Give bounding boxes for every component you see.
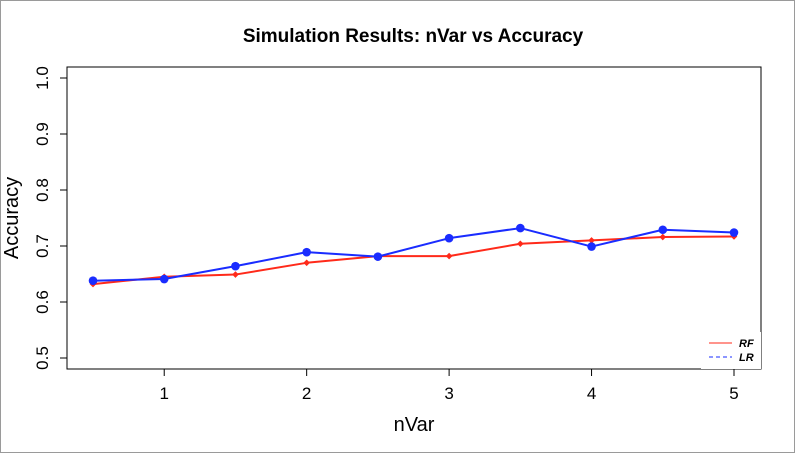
- legend-lr-label: LR: [739, 352, 754, 364]
- series-lr-point: [729, 228, 739, 237]
- series-lr-point: [658, 225, 668, 235]
- y-tick-label: 0.6: [33, 290, 52, 314]
- x-tick-label: 5: [729, 384, 738, 403]
- x-axis: 1 2 3 4 5: [159, 369, 739, 403]
- chart-title: Simulation Results: nVar vs Accuracy: [243, 26, 584, 47]
- legend-rf-label: RF: [739, 338, 754, 350]
- series-lr-point: [516, 223, 525, 233]
- x-tick-label: 1: [159, 384, 168, 403]
- y-axis: 0.5 0.6 0.7 0.8 0.9 1.0: [33, 66, 67, 370]
- series-rf-point: [517, 240, 524, 248]
- y-tick-label: 0.7: [33, 234, 52, 258]
- series-lr-point: [88, 276, 98, 286]
- series-rf-point: [588, 237, 595, 244]
- series-lr-point: [373, 252, 383, 261]
- x-tick-label: 2: [302, 384, 311, 403]
- legend: RF LR: [701, 332, 761, 369]
- series-lr-point: [444, 233, 454, 243]
- series-lr-point: [231, 261, 240, 271]
- series-rf-point: [445, 252, 453, 260]
- series-layer: [88, 223, 739, 288]
- series-lr-line: [92, 227, 735, 282]
- series-rf-point: [303, 259, 310, 267]
- series-rf-line: [92, 235, 735, 286]
- series-rf-point: [659, 233, 667, 241]
- y-tick-label: 0.9: [33, 122, 52, 146]
- y-tick-label: 1.0: [33, 66, 52, 90]
- legend-box: [701, 332, 761, 369]
- series-lr-point: [159, 274, 169, 284]
- x-axis-label: nVar: [394, 414, 435, 436]
- series-rf: [89, 233, 738, 288]
- x-tick-label: 4: [587, 384, 596, 403]
- series-lr-point: [587, 242, 596, 251]
- series-rf-point: [232, 271, 239, 278]
- series-lr: [88, 223, 739, 286]
- y-tick-label: 0.8: [33, 178, 52, 202]
- x-tick-label: 3: [444, 384, 453, 403]
- series-lr-point: [302, 247, 311, 257]
- y-axis-label: Accuracy: [1, 177, 23, 259]
- y-tick-label: 0.5: [33, 346, 52, 370]
- plot-frame: [66, 66, 762, 370]
